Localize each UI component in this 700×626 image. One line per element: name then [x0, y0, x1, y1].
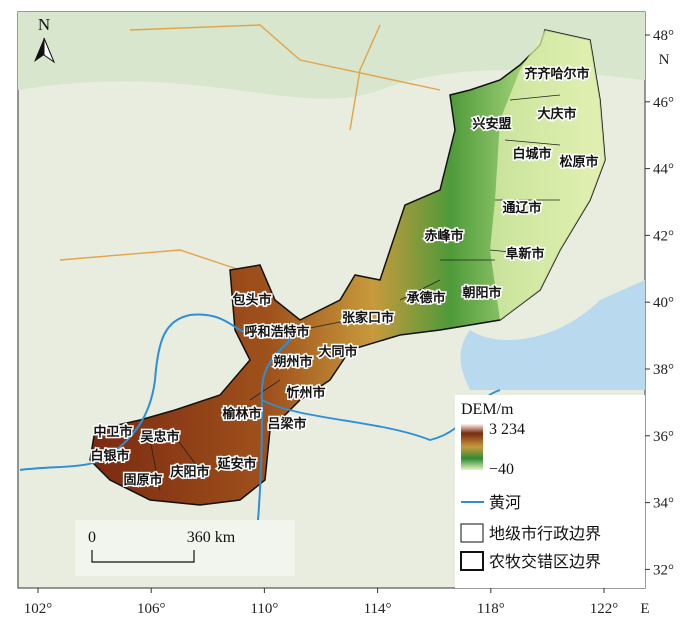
legend-item: 地级市行政边界 — [489, 525, 601, 543]
basemap-terrain — [18, 12, 645, 99]
city-label: 包头市 — [232, 292, 271, 307]
city-label: 白银市 — [90, 448, 129, 463]
city-label: 齐齐哈尔市 — [524, 66, 589, 81]
city-label: 承德市 — [406, 290, 445, 305]
legend-colorbar — [461, 424, 483, 470]
city-label: 朝阳市 — [462, 285, 501, 300]
city-label: 延安市 — [216, 456, 256, 471]
lon-tick-label: 122° — [590, 601, 619, 617]
city-label: 阜新市 — [505, 246, 544, 261]
study-region-lowland — [490, 30, 605, 320]
city-boundary — [149, 94, 561, 491]
lon-axis-letter: E — [640, 601, 649, 617]
lat-tick-label: 34° — [653, 496, 674, 512]
city-label: 大庆市 — [537, 106, 576, 121]
sea — [460, 280, 645, 390]
lat-tick-label: 32° — [653, 562, 674, 578]
city-label: 吴忠市 — [140, 429, 179, 444]
scale-box — [75, 520, 295, 576]
city-label: 榆林市 — [222, 406, 261, 421]
north-arrow: N — [34, 15, 56, 64]
city-label: 通辽市 — [502, 200, 541, 215]
legend-zone-symbol — [460, 551, 484, 571]
lon-tick-label: 102° — [24, 601, 53, 617]
city-label: 兴安盟 — [472, 116, 511, 131]
lat-axis-letter: N — [659, 52, 670, 68]
legend-min: −40 — [489, 461, 514, 478]
yellow-river — [19, 313, 292, 521]
lat-tick-label: 44° — [653, 162, 674, 178]
city-label: 忻州市 — [286, 385, 325, 400]
scale-bar — [91, 550, 195, 563]
legend-item: 农牧交错区边界 — [489, 553, 601, 571]
city-label: 朔州市 — [273, 354, 312, 369]
city-label: 吕梁市 — [267, 416, 306, 431]
city-label: 张家口市 — [342, 310, 394, 325]
legend-title: DEM/m — [461, 401, 514, 418]
lat-tick-label: 40° — [653, 295, 674, 311]
city-label: 中卫市 — [93, 424, 132, 439]
city-label: 白城市 — [512, 146, 551, 161]
legend-city-symbol — [460, 523, 484, 543]
legend-box — [455, 395, 645, 588]
lat-tick-label: 48° — [653, 28, 674, 44]
scale-label: 0 — [88, 529, 96, 546]
city-label: 庆阳市 — [169, 464, 209, 479]
city-label: 呼和浩特市 — [244, 324, 309, 339]
north-arrow-label: N — [38, 15, 50, 34]
lat-tick-label: 38° — [653, 362, 674, 378]
lat-tick-label: 46° — [653, 95, 674, 111]
lat-tick-label: 42° — [653, 228, 674, 244]
city-label: 松原市 — [559, 154, 598, 169]
legend-item: 黄河 — [489, 494, 521, 512]
city-label: 赤峰市 — [424, 228, 463, 243]
province-boundary — [59, 24, 441, 271]
city-label: 大同市 — [318, 344, 357, 359]
lon-tick-label: 110° — [250, 601, 278, 617]
lon-tick-label: 106° — [137, 601, 166, 617]
legend-max: 3 234 — [489, 421, 525, 438]
city-label: 固原市 — [123, 472, 162, 487]
scale-label: 360 km — [187, 529, 236, 546]
lon-tick-label: 114° — [364, 601, 392, 617]
lon-tick-label: 118° — [477, 601, 505, 617]
lat-tick-label: 36° — [653, 429, 674, 445]
